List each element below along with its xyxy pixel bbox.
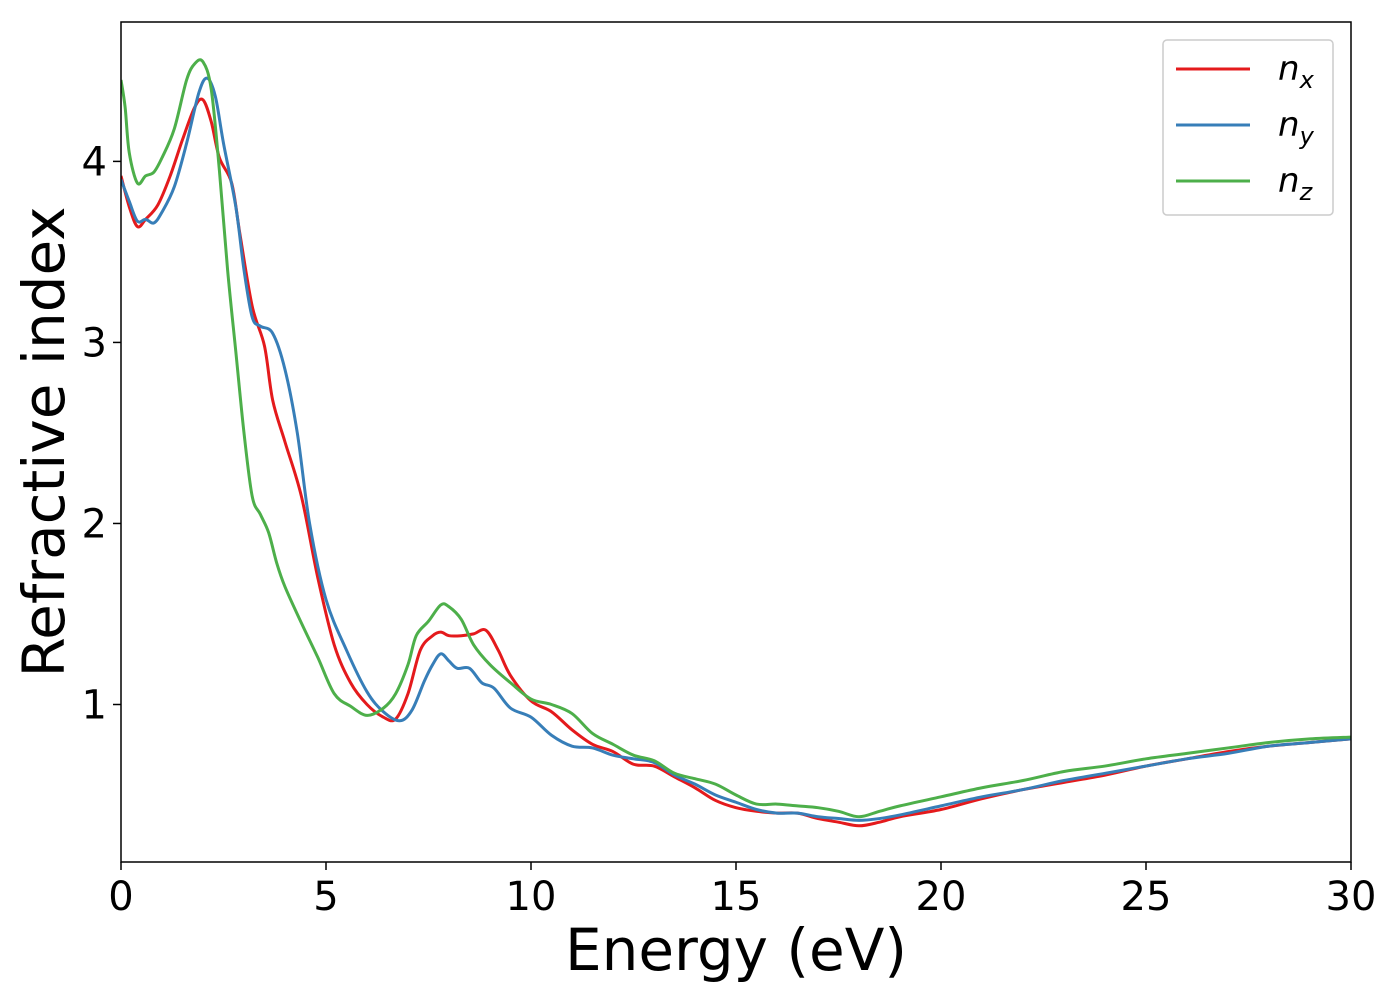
series-line-y — [121, 76, 1351, 822]
legend-label-z: nz — [1278, 161, 1314, 206]
y-tick-label: 1 — [82, 683, 107, 729]
x-tick-label: 25 — [1121, 874, 1172, 920]
x-axis-title: Energy (eV) — [565, 916, 907, 984]
x-tick-label: 0 — [108, 874, 133, 920]
x-tick-label: 20 — [916, 874, 967, 920]
y-axis-title: Refractive index — [10, 206, 78, 677]
x-tick-label: 5 — [313, 874, 338, 920]
legend-label-x: nx — [1278, 49, 1315, 94]
legend: nx ny nz — [1162, 39, 1334, 216]
y-tick-label: 2 — [82, 501, 107, 547]
y-tick-label: 4 — [82, 139, 107, 185]
x-axis-ticks: 0 5 10 15 20 25 30 — [108, 862, 1376, 920]
x-tick-label: 30 — [1326, 874, 1377, 920]
y-tick-label: 3 — [82, 320, 107, 366]
series-lines — [121, 58, 1351, 828]
y-axis-ticks: 1 2 3 4 — [82, 139, 121, 729]
legend-label-y: ny — [1278, 105, 1315, 150]
series-line-z — [121, 58, 1351, 819]
x-tick-label: 10 — [506, 874, 557, 920]
legend-box — [1162, 39, 1334, 216]
series-line-x — [121, 97, 1351, 828]
x-tick-label: 15 — [711, 874, 762, 920]
